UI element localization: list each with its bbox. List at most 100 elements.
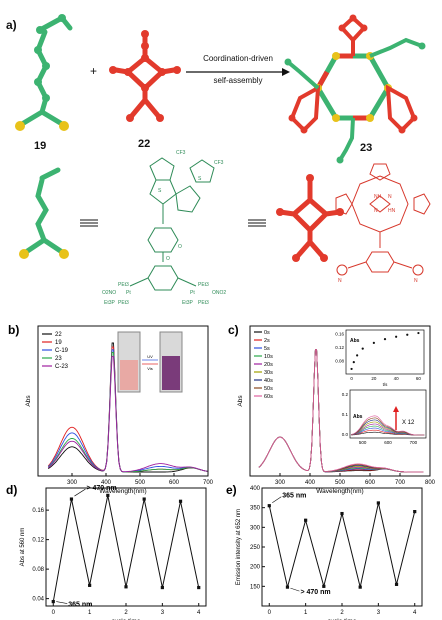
inset-y-tick-label: 0.1 [342, 412, 349, 417]
inset-x-tick-label: 40 [394, 376, 400, 381]
series-line [268, 502, 416, 589]
x-tick-label: 600 [365, 480, 376, 486]
chem-label: S [198, 176, 202, 182]
chem-label: N [388, 194, 392, 200]
inset-point [417, 331, 420, 335]
panel-c-label: c) [228, 323, 239, 337]
inset-point [350, 367, 353, 371]
annotation-arrow [74, 488, 86, 497]
data-point [322, 584, 326, 588]
inset-y-tick-label: 0.0 [342, 432, 349, 437]
inset-y-tick-label: 0.16 [335, 331, 344, 336]
x-tick-label: 0 [52, 610, 56, 616]
legend-label: 23 [55, 356, 62, 362]
panel-a-label: a) [6, 18, 17, 32]
chem-label: PEt3 [198, 300, 209, 306]
chem-label: CF3 [176, 150, 186, 156]
data-point [376, 501, 380, 505]
chem-label: Et3P [182, 300, 193, 306]
inset-x-tick-label: 700 [410, 440, 418, 445]
inset-point [352, 361, 355, 364]
vial-right-solution [162, 356, 180, 390]
legend-label: 0s [264, 330, 270, 336]
inset-series-line [351, 415, 425, 436]
x-tick-label: 400 [305, 480, 316, 486]
panel-a-graphic [15, 14, 431, 291]
chem-label: ONO2 [212, 290, 227, 296]
equivalence-sign-2 [248, 219, 266, 227]
series-line [258, 349, 424, 473]
annotation-label: > 470 nm [300, 589, 330, 596]
y-tick-label: 200 [250, 565, 261, 571]
equivalence-sign [80, 219, 98, 227]
chem-label: CF3 [214, 160, 224, 166]
y-tick-label: 0.08 [32, 567, 44, 573]
chem-label: NH [374, 194, 382, 200]
inset-x-tick-label: 20 [371, 376, 377, 381]
data-point [178, 499, 183, 503]
inset-x-tick-label: 0 [350, 376, 353, 381]
legend-label: 22 [55, 332, 62, 338]
data-point [358, 585, 362, 589]
x-tick-label: 800 [425, 480, 436, 486]
x-axis-label: cycle time [112, 618, 141, 620]
panel-b-label: b) [8, 323, 19, 337]
chem-label: PEt3 [118, 282, 129, 288]
compound-22-model [109, 30, 181, 122]
legend-label: 2s [264, 338, 270, 344]
legend-label: 60s [264, 394, 273, 400]
chem-label: O [166, 256, 170, 262]
annotation-arrow [290, 587, 300, 592]
reaction-arrow-label-1: Coordination-driven [203, 54, 273, 63]
x-tick-label: 700 [395, 480, 406, 486]
inset-point [356, 354, 359, 357]
inset-y-tick-label: 0.08 [335, 358, 344, 363]
inset-point [372, 341, 375, 344]
data-point [285, 585, 290, 589]
y-tick-label: 300 [250, 525, 261, 531]
chem-label: Pt [190, 290, 195, 296]
chem-label: N [374, 208, 378, 214]
data-point [69, 497, 74, 501]
vial-label: Vis [147, 366, 152, 371]
x-axis-label: Wavelength(nm) [99, 488, 146, 495]
data-point [304, 518, 308, 522]
increase-arrow-head [393, 406, 399, 412]
x-tick-label: 0 [268, 610, 272, 616]
compound-label-19: 19 [34, 140, 47, 152]
annotation-label: 365 nm [68, 602, 92, 609]
x-tick-label: 4 [413, 610, 417, 616]
panel-label: e) [226, 483, 237, 497]
data-point [160, 585, 164, 590]
x-tick-label: 2 [124, 610, 128, 616]
chem-label: N [414, 278, 418, 284]
y-tick-label: 400 [250, 486, 261, 492]
vial-left-solution [120, 360, 138, 390]
x-tick-label: 3 [161, 610, 165, 616]
legend-label: 20s [264, 362, 273, 368]
chem-label: Pt [126, 290, 131, 296]
inset-y-label: Abs [350, 338, 360, 344]
compound-19-structure [129, 157, 215, 291]
data-point [124, 585, 128, 589]
inset-point [383, 338, 387, 341]
annotation-label: > 470 nm [86, 485, 116, 492]
legend-label: C-19 [55, 348, 69, 354]
inset-x-tick-label: 500 [359, 440, 367, 445]
inset-y-tick-label: 0.12 [335, 345, 344, 350]
plus-sign: + [90, 64, 98, 78]
x-tick-label: 300 [67, 480, 78, 486]
y-tick-label: 350 [250, 506, 261, 512]
inset-x-tick-label: 60 [416, 376, 422, 381]
y-tick-label: 0.16 [32, 508, 44, 514]
data-point [51, 599, 55, 604]
inset-point [406, 333, 409, 336]
inset-y-label: Abs [353, 414, 363, 420]
inset-y-tick-label: 0.2 [342, 392, 349, 397]
data-point [197, 585, 201, 590]
chem-label: O [178, 244, 182, 250]
annotation-arrow [56, 601, 68, 604]
x-tick-label: 2 [340, 610, 344, 616]
panel-label: d) [6, 483, 17, 497]
chem-label: Et3P [104, 300, 115, 306]
